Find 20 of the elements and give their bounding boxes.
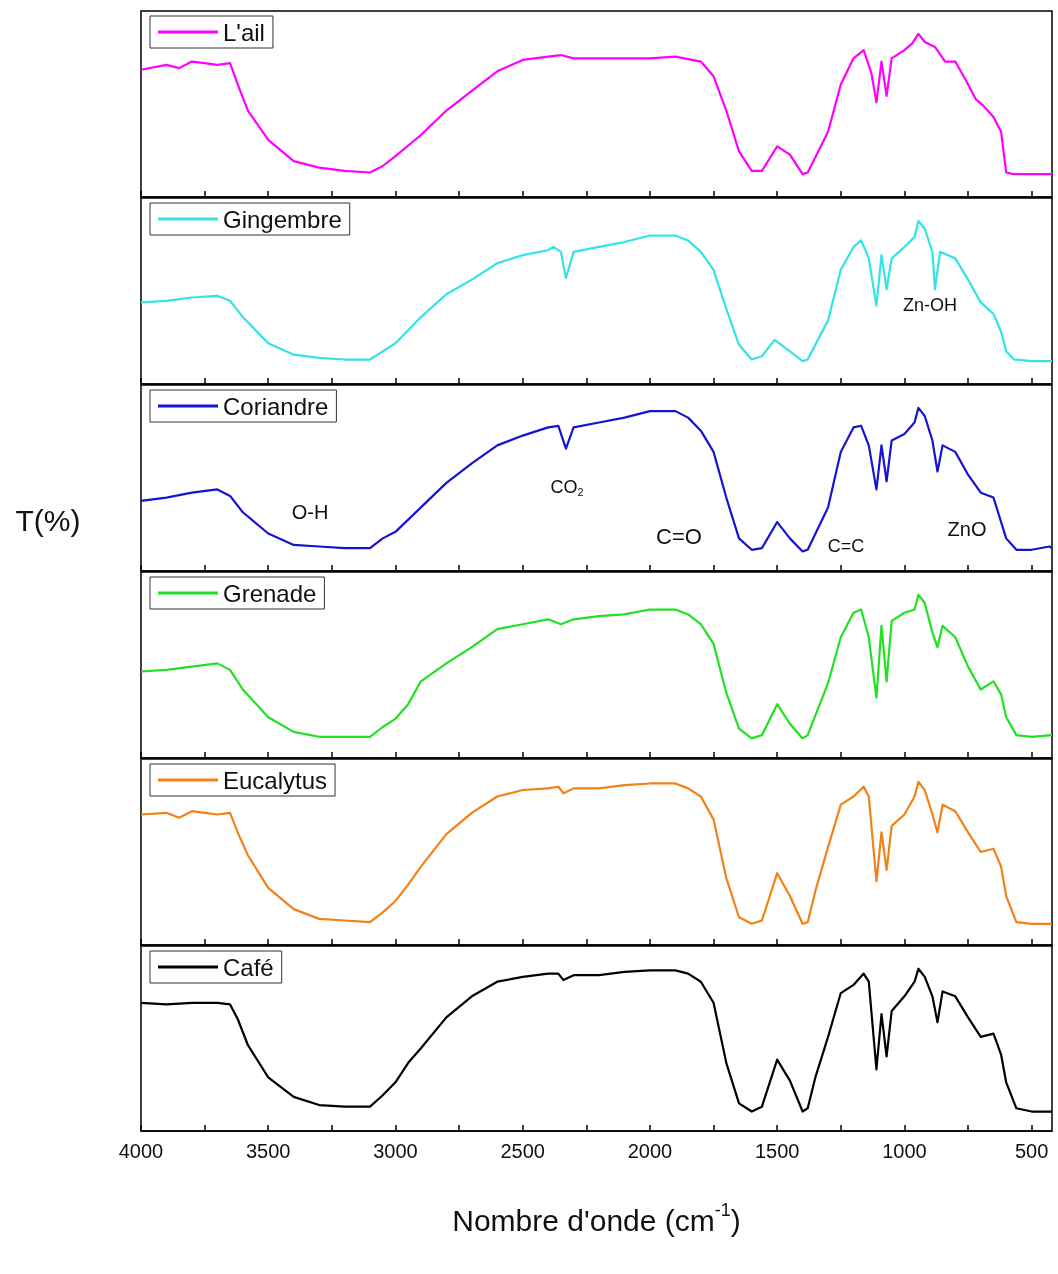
x-tick-label: 4000: [118, 1140, 164, 1162]
legend-label: Gingembre: [223, 205, 342, 233]
legend-label: Grenade: [223, 579, 317, 607]
legend-label: Eucalytus: [223, 766, 328, 794]
x-tick-label: 500: [1014, 1140, 1049, 1162]
annotation: Zn-OH: [903, 295, 957, 315]
annotation: C=O: [656, 523, 702, 549]
x-tick-label: 1500: [754, 1140, 800, 1162]
x-tick-label: 2500: [500, 1140, 545, 1162]
annotation: C=C: [827, 536, 865, 556]
x-tick-label: 3000: [373, 1140, 418, 1162]
annotation: O-H: [291, 501, 329, 523]
x-tick-label: 3500: [245, 1140, 291, 1162]
x-tick-label: 1000: [882, 1140, 927, 1162]
annotation: ZnO: [947, 518, 987, 540]
legend-label: Coriandre: [223, 392, 329, 420]
legend-label: L'ail: [223, 18, 265, 46]
x-tick-label: 2000: [627, 1140, 673, 1162]
legend-label: Café: [223, 953, 274, 981]
y-axis-title: T(%): [15, 503, 81, 537]
